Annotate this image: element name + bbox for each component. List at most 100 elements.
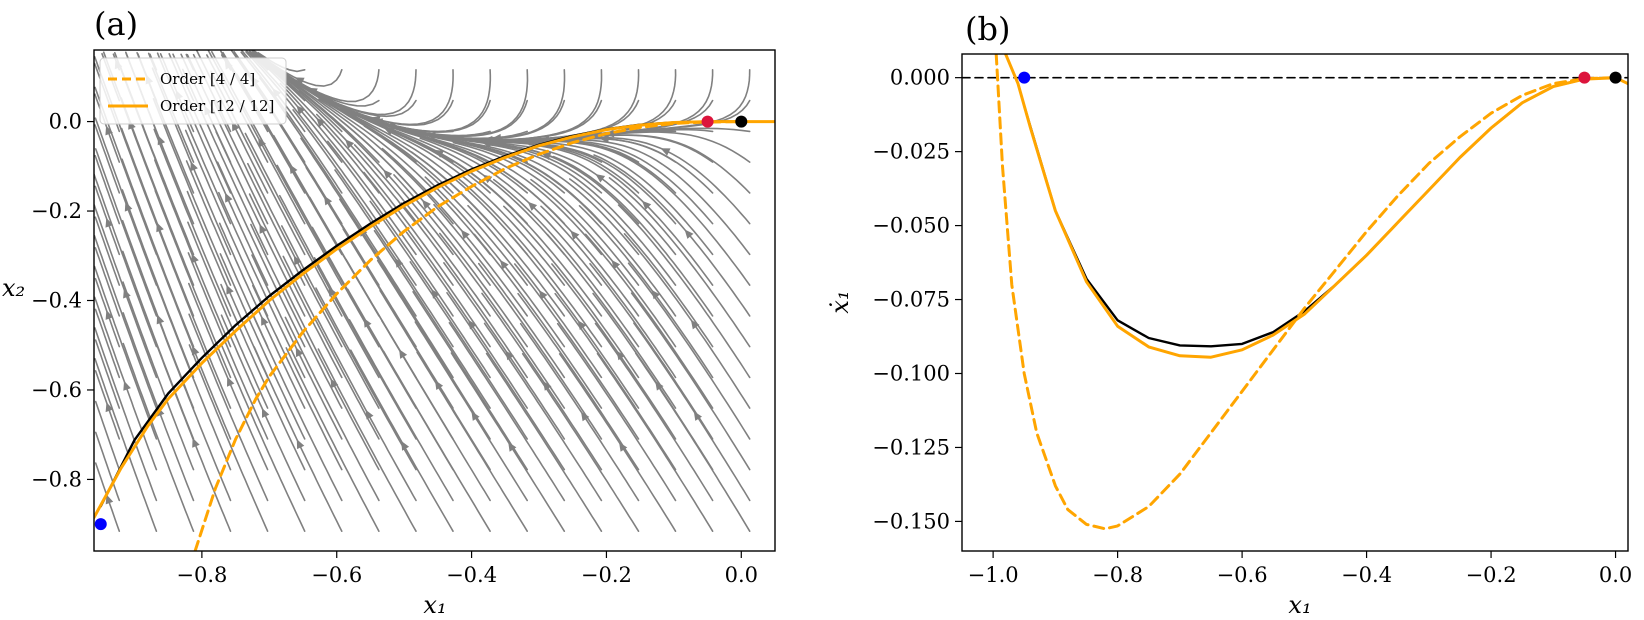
streamline [315, 287, 417, 471]
streamline [400, 202, 528, 379]
streamline [540, 205, 677, 379]
streamline [584, 233, 714, 409]
streamline [122, 281, 195, 471]
streamline [339, 107, 528, 256]
streamline-arrow [296, 439, 305, 450]
series-order-12-12- [94, 120, 775, 519]
series-order-4-4- [994, 54, 1618, 531]
streamline [483, 322, 603, 502]
streamline-arrow [259, 224, 267, 234]
streamline [382, 350, 491, 532]
streamline [94, 247, 121, 317]
streamline [489, 144, 677, 286]
streamline [473, 233, 603, 409]
panel-a-points [94, 115, 748, 531]
streamline-arrow [226, 284, 234, 295]
streamline [485, 352, 603, 532]
streamline [457, 177, 603, 348]
streamline [478, 262, 603, 440]
y-tick-label: −0.125 [872, 435, 950, 459]
streamline [410, 151, 566, 317]
streamline-arrow [105, 494, 114, 505]
streamline-arrow [105, 217, 114, 228]
streamline [94, 308, 121, 379]
y-tick-label: −0.8 [31, 467, 82, 491]
streamline [339, 198, 454, 379]
streamline [220, 283, 306, 471]
y-tick-label: −0.2 [31, 199, 82, 223]
streamline-arrow [324, 195, 333, 206]
streamline [284, 316, 380, 502]
streamline [276, 69, 454, 225]
streamline [373, 230, 491, 409]
streamline-arrow [365, 409, 374, 420]
streamline-arrow [422, 199, 431, 210]
streamline-arrow [655, 380, 664, 391]
y-tick-label: −0.075 [872, 288, 950, 312]
streamline [220, 314, 306, 502]
y-tick-label: −0.6 [31, 378, 82, 402]
streamline-arrow [500, 260, 509, 270]
streamline [155, 282, 232, 471]
streamline [569, 141, 751, 286]
streamline [216, 161, 306, 348]
streamline [363, 171, 491, 348]
streamline [221, 345, 306, 532]
streamline [635, 352, 751, 532]
x-tick-label: 0.0 [725, 563, 758, 587]
streamline-arrow [471, 411, 480, 421]
streamline-arrow [616, 350, 625, 361]
streamline [353, 144, 491, 317]
series-order-4-4- [193, 120, 743, 551]
streamline [594, 322, 714, 502]
streamline [462, 138, 677, 256]
streamline [363, 125, 528, 286]
x-tick-label: −0.2 [1466, 563, 1517, 587]
streamline [153, 128, 232, 317]
x-tick-label: −0.4 [1341, 563, 1392, 587]
legend-label-order-4: Order [4 / 4] [160, 70, 255, 88]
streamline [318, 98, 491, 256]
streamline [94, 216, 121, 286]
red-point [1578, 71, 1591, 84]
streamline [94, 265, 158, 440]
streamline-arrow [192, 437, 200, 448]
streamline-arrow [619, 442, 628, 452]
y-tick-label: −0.050 [872, 214, 950, 238]
streamline [493, 178, 640, 348]
streamline-arrow [123, 380, 131, 391]
streamline-arrow [461, 229, 470, 240]
streamline-arrow [595, 174, 606, 183]
streamline [281, 225, 380, 409]
streamline [521, 353, 640, 532]
x-tick-label: −1.0 [968, 563, 1019, 587]
streamline [442, 154, 603, 317]
streamline-arrow [330, 378, 339, 389]
streamline [412, 291, 528, 471]
streamline [433, 203, 566, 379]
streamline [122, 342, 195, 532]
streamline [409, 261, 528, 440]
streamline [630, 292, 751, 471]
streamline [542, 138, 751, 256]
red-point [701, 115, 714, 128]
streamline-arrow [383, 169, 393, 179]
streamline [448, 322, 566, 502]
panel-a-xticks: −0.8 −0.6 −0.4 −0.2 0.0 [176, 551, 758, 587]
streamline [317, 348, 417, 532]
panel-b-frame [961, 53, 1629, 552]
streamline [546, 233, 677, 409]
streamline [188, 344, 269, 532]
panel-a-series [94, 120, 775, 551]
streamline [390, 131, 566, 286]
streamline [250, 223, 343, 409]
streamline [554, 292, 677, 471]
streamline-arrow [684, 229, 694, 239]
streamline [94, 339, 121, 409]
series-true [1023, 76, 1617, 348]
streamline [218, 191, 306, 379]
streamline [152, 98, 232, 286]
streamline [425, 134, 640, 256]
streamline-arrow [316, 117, 326, 128]
streamline [316, 113, 454, 286]
